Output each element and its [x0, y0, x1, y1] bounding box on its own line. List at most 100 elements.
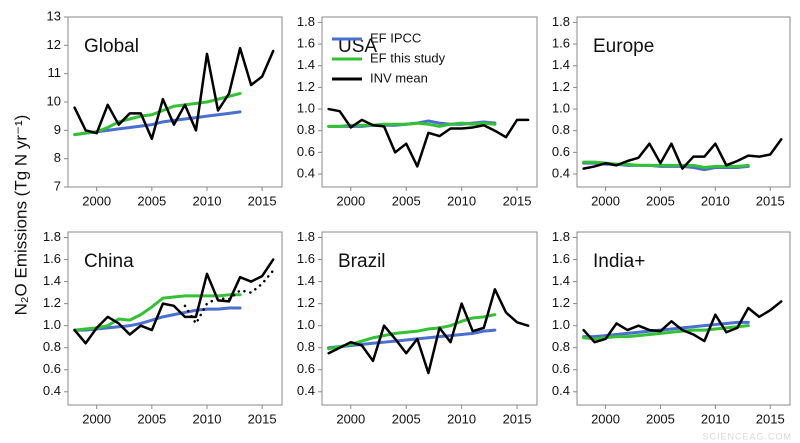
- series-line: [73, 92, 242, 137]
- series-line: [582, 324, 750, 341]
- x-tick-label: 2010: [193, 411, 222, 426]
- x-tick-label: 2010: [447, 193, 476, 208]
- x-tick-label: 2005: [646, 411, 675, 426]
- x-tick-label: 2005: [137, 411, 166, 426]
- legend-label: EF this study: [370, 50, 446, 65]
- y-tick-label: 1.0: [552, 317, 570, 332]
- panel-title: China: [84, 251, 134, 272]
- y-tick-label: 10: [47, 93, 61, 108]
- series-line: [73, 293, 242, 332]
- panel-title: India+: [593, 251, 645, 272]
- y-tick-label: 1.2: [297, 79, 315, 94]
- series-line: [327, 107, 530, 168]
- y-tick-label: 1.4: [297, 57, 315, 72]
- y-tick-label: 12: [47, 37, 61, 52]
- watermark: SCIENCEAG.COM: [702, 431, 792, 441]
- y-tick-label: 0.6: [297, 144, 315, 159]
- panel-title: Global: [84, 36, 139, 57]
- y-tick-label: 1.2: [552, 295, 570, 310]
- x-tick-label: 2010: [701, 411, 730, 426]
- y-axis-label: N₂O Emissions (Tg N yr⁻¹): [11, 115, 30, 316]
- x-tick-label: 2015: [756, 411, 785, 426]
- legend-label: INV mean: [370, 70, 428, 85]
- x-tick-label: 2005: [646, 193, 675, 208]
- x-tick-label: 2015: [756, 193, 785, 208]
- panel: 0.4 0.6 0.8 1.0 1.2 1.4 1.6 1.8 2000 2005 2010 2015…: [552, 14, 791, 208]
- y-tick-label: 1.6: [297, 251, 315, 266]
- y-tick-label: 1.8: [43, 229, 61, 244]
- y-tick-label: 1.0: [297, 100, 315, 115]
- y-tick-label: 0.8: [43, 339, 61, 354]
- y-tick-label: 0.8: [297, 339, 315, 354]
- y-tick-label: 8: [54, 150, 61, 165]
- panel: 0.4 0.6 0.8 1.0 1.2 1.4 1.6 1.8 2000 2005 2010 2015…: [43, 229, 283, 426]
- y-tick-label: 1.8: [297, 229, 315, 244]
- series-line: [582, 300, 783, 344]
- x-tick-label: 2015: [503, 411, 532, 426]
- y-tick-label: 0.8: [552, 339, 570, 354]
- y-tick-label: 1.0: [297, 317, 315, 332]
- y-tick-label: 1.6: [552, 36, 570, 51]
- x-tick-label: 2000: [336, 411, 365, 426]
- plot-frame: [576, 16, 791, 188]
- plot-frame: [576, 231, 791, 406]
- y-tick-label: 7: [54, 178, 61, 193]
- y-tick-label: 0.4: [43, 383, 61, 398]
- y-tick-label: 1.0: [552, 100, 570, 115]
- panel: 0.4 0.6 0.8 1.0 1.2 1.4 1.6 1.8 2000 2005 2010 2015…: [297, 229, 538, 426]
- x-tick-label: 2000: [591, 411, 620, 426]
- plot-frame: [67, 231, 283, 406]
- y-tick-label: 0.6: [552, 144, 570, 159]
- series-line: [582, 138, 783, 170]
- x-tick-label: 2000: [336, 193, 365, 208]
- x-tick-label: 2005: [137, 193, 166, 208]
- y-tick-label: 1.8: [552, 229, 570, 244]
- series-line: [183, 269, 275, 325]
- plot-frame: [321, 16, 538, 188]
- y-tick-label: 0.8: [297, 122, 315, 137]
- x-tick-label: 2015: [248, 411, 277, 426]
- panel-title: Europe: [593, 36, 654, 57]
- y-tick-label: 1.2: [552, 79, 570, 94]
- y-tick-label: 13: [47, 8, 61, 23]
- y-tick-label: 9: [54, 122, 61, 137]
- plot-frame: [321, 231, 538, 406]
- y-tick-label: 0.6: [552, 361, 570, 376]
- series-line: [327, 121, 497, 128]
- panel: 0.4 0.6 0.8 1.0 1.2 1.4 1.6 1.8 2000 2005 2010 2015…: [552, 229, 791, 426]
- y-tick-label: 1.6: [297, 36, 315, 51]
- panel: 0.4 0.6 0.8 1.0 1.2 1.4 1.6 1.8 2000 2005 2010 2015…: [297, 14, 538, 208]
- series-line: [327, 288, 530, 375]
- y-tick-label: 1.8: [297, 14, 315, 29]
- y-tick-label: 0.6: [43, 361, 61, 376]
- series-line: [73, 258, 275, 345]
- y-tick-label: 1.0: [43, 317, 61, 332]
- x-tick-label: 2010: [193, 193, 222, 208]
- y-tick-label: 1.4: [297, 273, 315, 288]
- series-line: [73, 46, 275, 141]
- y-tick-label: 1.2: [297, 295, 315, 310]
- y-tick-label: 1.4: [552, 57, 570, 72]
- panel: 7 8 9 10 11 12 13 2000 2005 2010 2015 Global: [47, 8, 283, 208]
- legend-label: EF IPCC: [370, 30, 421, 45]
- y-tick-label: 1.2: [43, 295, 61, 310]
- y-tick-label: 1.8: [552, 14, 570, 29]
- x-tick-label: 2015: [503, 193, 532, 208]
- x-tick-label: 2000: [82, 411, 111, 426]
- x-tick-label: 2000: [82, 193, 111, 208]
- y-tick-label: 0.4: [297, 165, 315, 180]
- y-tick-label: 0.4: [552, 165, 570, 180]
- y-tick-label: 0.6: [297, 361, 315, 376]
- y-tick-label: 1.6: [552, 251, 570, 266]
- panel-title: Brazil: [338, 251, 386, 272]
- y-tick-label: 1.4: [43, 273, 61, 288]
- x-tick-label: 2010: [447, 411, 476, 426]
- x-tick-label: 2000: [591, 193, 620, 208]
- y-tick-label: 1.4: [552, 273, 570, 288]
- y-tick-label: 0.4: [552, 383, 570, 398]
- y-tick-label: 0.4: [297, 383, 315, 398]
- x-tick-label: 2010: [701, 193, 730, 208]
- x-tick-label: 2005: [392, 193, 421, 208]
